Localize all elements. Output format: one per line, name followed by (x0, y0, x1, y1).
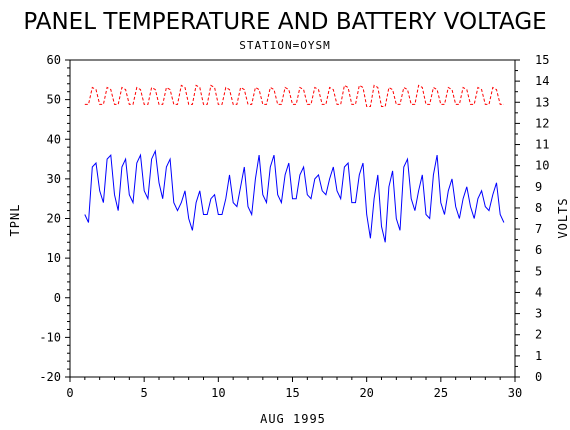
x-axis-label: AUG 1995 (260, 412, 326, 426)
y-axis-left-label: TPNL (8, 204, 22, 237)
x-tick-label: 15 (285, 386, 299, 400)
y-left-tick-label: 40 (47, 132, 61, 146)
y-left-tick-label: 60 (47, 53, 61, 67)
x-tick-label: 25 (434, 386, 448, 400)
y-right-tick-label: 5 (535, 264, 542, 278)
y-right-tick-label: 2 (535, 328, 542, 342)
x-tick-label: 30 (508, 386, 522, 400)
chart-subtitle: STATION=OYSM (239, 39, 330, 52)
series-layer (84, 84, 505, 243)
y-left-tick-label: -20 (39, 370, 61, 384)
y-right-tick-label: 14 (535, 74, 549, 88)
y-left-tick-label: 20 (47, 212, 61, 226)
x-axis: 0 5 10 15 20 25 30 (66, 377, 522, 400)
y-left-tick-label: 0 (54, 291, 61, 305)
y-right-tick-label: 3 (535, 307, 542, 321)
y-left-tick-label: 10 (47, 251, 61, 265)
y-left-tick-label: 50 (47, 93, 61, 107)
y-right-tick-label: 4 (535, 285, 542, 299)
y-left-tick-label: -10 (39, 330, 61, 344)
x-tick-label: 10 (211, 386, 225, 400)
x-tick-label: 20 (359, 386, 373, 400)
y-right-tick-label: 1 (535, 349, 542, 363)
y-left-tick-label: 30 (47, 172, 61, 186)
plot-frame (69, 59, 516, 378)
series-line-tpnl (84, 149, 505, 243)
y-right-tick-label: 10 (535, 159, 549, 173)
y-right-tick-label: 7 (535, 222, 542, 236)
y-axis-right-label: VOLTS (556, 197, 570, 238)
y-right-tick-label: 12 (535, 116, 549, 130)
y-right-tick-label: 9 (535, 180, 542, 194)
x-tick-label: 5 (141, 386, 148, 400)
series-line-volts (84, 84, 504, 107)
chart-title: PANEL TEMPERATURE AND BATTERY VOLTAGE (23, 9, 546, 35)
y-right-tick-label: 15 (535, 53, 549, 67)
y-right-tick-label: 13 (535, 95, 549, 109)
y-right-tick-label: 6 (535, 243, 542, 257)
y-right-tick-label: 11 (535, 138, 549, 152)
y-axis-left: -20 -10 0 10 20 30 40 50 60 (39, 53, 70, 384)
y-right-tick-label: 0 (535, 370, 542, 384)
y-right-tick-label: 8 (535, 201, 542, 215)
x-tick-label: 0 (66, 386, 73, 400)
